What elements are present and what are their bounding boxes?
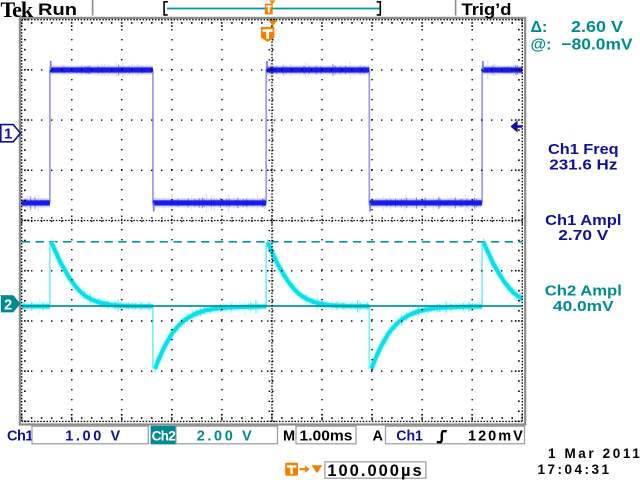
svg-text:2: 2 (4, 297, 12, 313)
svg-text:2.70 V: 2.70 V (558, 228, 608, 244)
svg-text:40.0mV: 40.0mV (553, 299, 614, 315)
svg-text:Δ:: Δ: (531, 19, 548, 36)
svg-text:Ch2 Ampl: Ch2 Ampl (545, 284, 622, 300)
svg-text:Ch1 Ampl: Ch1 Ampl (545, 213, 621, 229)
svg-text:Run: Run (38, 0, 77, 19)
svg-text:1.00 V: 1.00 V (65, 428, 123, 444)
svg-text:Trig’d: Trig’d (462, 1, 512, 19)
svg-text:2.60 V: 2.60 V (571, 19, 623, 36)
svg-text:M: M (283, 428, 295, 444)
svg-text:100.000µs: 100.000µs (327, 462, 423, 480)
svg-text:120mV: 120mV (468, 428, 525, 444)
svg-text:1 Mar 2011: 1 Mar 2011 (548, 446, 640, 461)
svg-text:A: A (373, 428, 384, 444)
svg-text:−80.0mV: −80.0mV (562, 37, 633, 54)
svg-text:2.00 V: 2.00 V (197, 428, 255, 444)
svg-text:17:04:31: 17:04:31 (538, 462, 612, 477)
svg-text:@:: @: (531, 37, 552, 54)
svg-text:Ch2: Ch2 (152, 428, 176, 443)
svg-text:Ch1 Freq: Ch1 Freq (548, 142, 619, 158)
svg-text:Tek: Tek (1, 0, 34, 22)
svg-text:Ch1: Ch1 (396, 428, 423, 444)
svg-text:1.00ms: 1.00ms (300, 428, 353, 444)
svg-text:231.6 Hz: 231.6 Hz (549, 157, 617, 173)
svg-text:Ch1: Ch1 (7, 428, 33, 444)
svg-text:1: 1 (4, 127, 12, 143)
